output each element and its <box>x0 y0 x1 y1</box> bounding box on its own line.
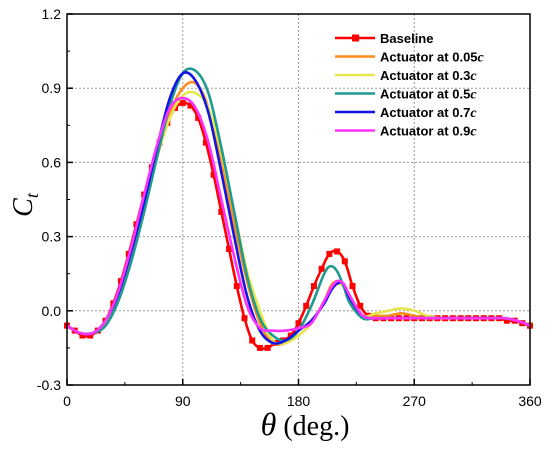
legend-label: Baseline <box>380 31 433 46</box>
data-point <box>341 258 348 265</box>
y-tick-label: 0.0 <box>42 303 62 319</box>
x-axis-label-text: (deg.) <box>276 411 349 442</box>
legend-item: Actuator at 0.05c <box>335 50 485 66</box>
data-point <box>318 265 325 272</box>
data-point <box>179 100 186 107</box>
legend-label: Actuator at 0.05c <box>380 50 485 66</box>
series-5 <box>66 96 531 336</box>
legend-label: Actuator at 0.9c <box>380 124 477 140</box>
data-point <box>226 245 233 252</box>
series-1 <box>66 80 531 347</box>
y-tick-label: 0.9 <box>42 80 62 96</box>
data-point <box>256 344 263 351</box>
series-line <box>66 96 531 336</box>
data-point <box>241 315 248 322</box>
y-tick-label: 0.6 <box>42 154 62 170</box>
legend-item: Actuator at 0.3c <box>335 68 477 84</box>
data-point <box>218 208 225 215</box>
x-tick-label: 270 <box>403 393 427 409</box>
data-point <box>210 171 217 178</box>
x-tick-label: 0 <box>63 393 71 409</box>
axis-ticks <box>66 13 531 386</box>
y-tick-label: -0.3 <box>37 377 61 393</box>
legend-marker <box>352 34 359 42</box>
x-tick-label: 360 <box>518 393 542 409</box>
data-point <box>87 332 94 339</box>
x-axis-label-symbol: θ <box>261 406 277 442</box>
data-point <box>233 283 240 290</box>
data-point <box>503 317 510 324</box>
data-point <box>187 102 194 109</box>
legend-label-italic: c <box>470 125 477 140</box>
y-axis-label-sub: t <box>22 192 42 198</box>
y-axis-label-main: C <box>8 198 39 217</box>
data-point <box>334 248 341 255</box>
legend-item: Actuator at 0.7c <box>335 105 477 121</box>
data-point <box>264 344 271 351</box>
legend-label-text: Actuator at 0.5 <box>380 87 470 102</box>
data-point <box>349 283 356 290</box>
data-point <box>357 302 364 309</box>
grid-lines <box>67 14 530 385</box>
legend-label-text: Actuator at 0.3 <box>380 68 470 83</box>
legend-label-text: Actuator at 0.7 <box>380 105 470 120</box>
data-point <box>195 114 202 121</box>
legend-item: Actuator at 0.5c <box>335 87 477 103</box>
legend-item: Actuator at 0.9c <box>335 124 477 140</box>
legend-label-italic: c <box>478 51 485 66</box>
legend-label: Actuator at 0.3c <box>380 68 477 84</box>
y-tick-label: 0.3 <box>42 229 62 245</box>
series-line <box>66 80 531 347</box>
legend-label-text: Baseline <box>380 31 433 46</box>
legend-label-text: Actuator at 0.9 <box>380 124 470 139</box>
data-point <box>202 139 209 146</box>
data-point <box>295 320 302 327</box>
legend-label-italic: c <box>470 88 477 103</box>
tick-labels: 0 90 180 270 360 -0.3 0.0 0.3 0.6 0.9 1.2 <box>37 6 542 409</box>
legend-label-italic: c <box>470 69 477 84</box>
y-axis-label: Ct <box>8 192 42 217</box>
data-point <box>303 302 310 309</box>
x-axis-label: θ (deg.) <box>261 406 350 442</box>
data-point <box>326 250 333 257</box>
legend-label-italic: c <box>470 106 477 121</box>
data-point <box>249 337 256 344</box>
x-tick-label: 90 <box>175 393 191 409</box>
y-tick-label: 1.2 <box>42 6 62 22</box>
data-point <box>310 283 317 290</box>
data-point <box>79 332 86 339</box>
legend-label: Actuator at 0.7c <box>380 105 477 121</box>
series-layer <box>64 67 533 351</box>
legend-label-text: Actuator at 0.05 <box>380 50 478 65</box>
legend-item: Baseline <box>335 31 433 46</box>
x-tick-label: 180 <box>287 393 311 409</box>
legend-label: Actuator at 0.5c <box>380 87 477 103</box>
